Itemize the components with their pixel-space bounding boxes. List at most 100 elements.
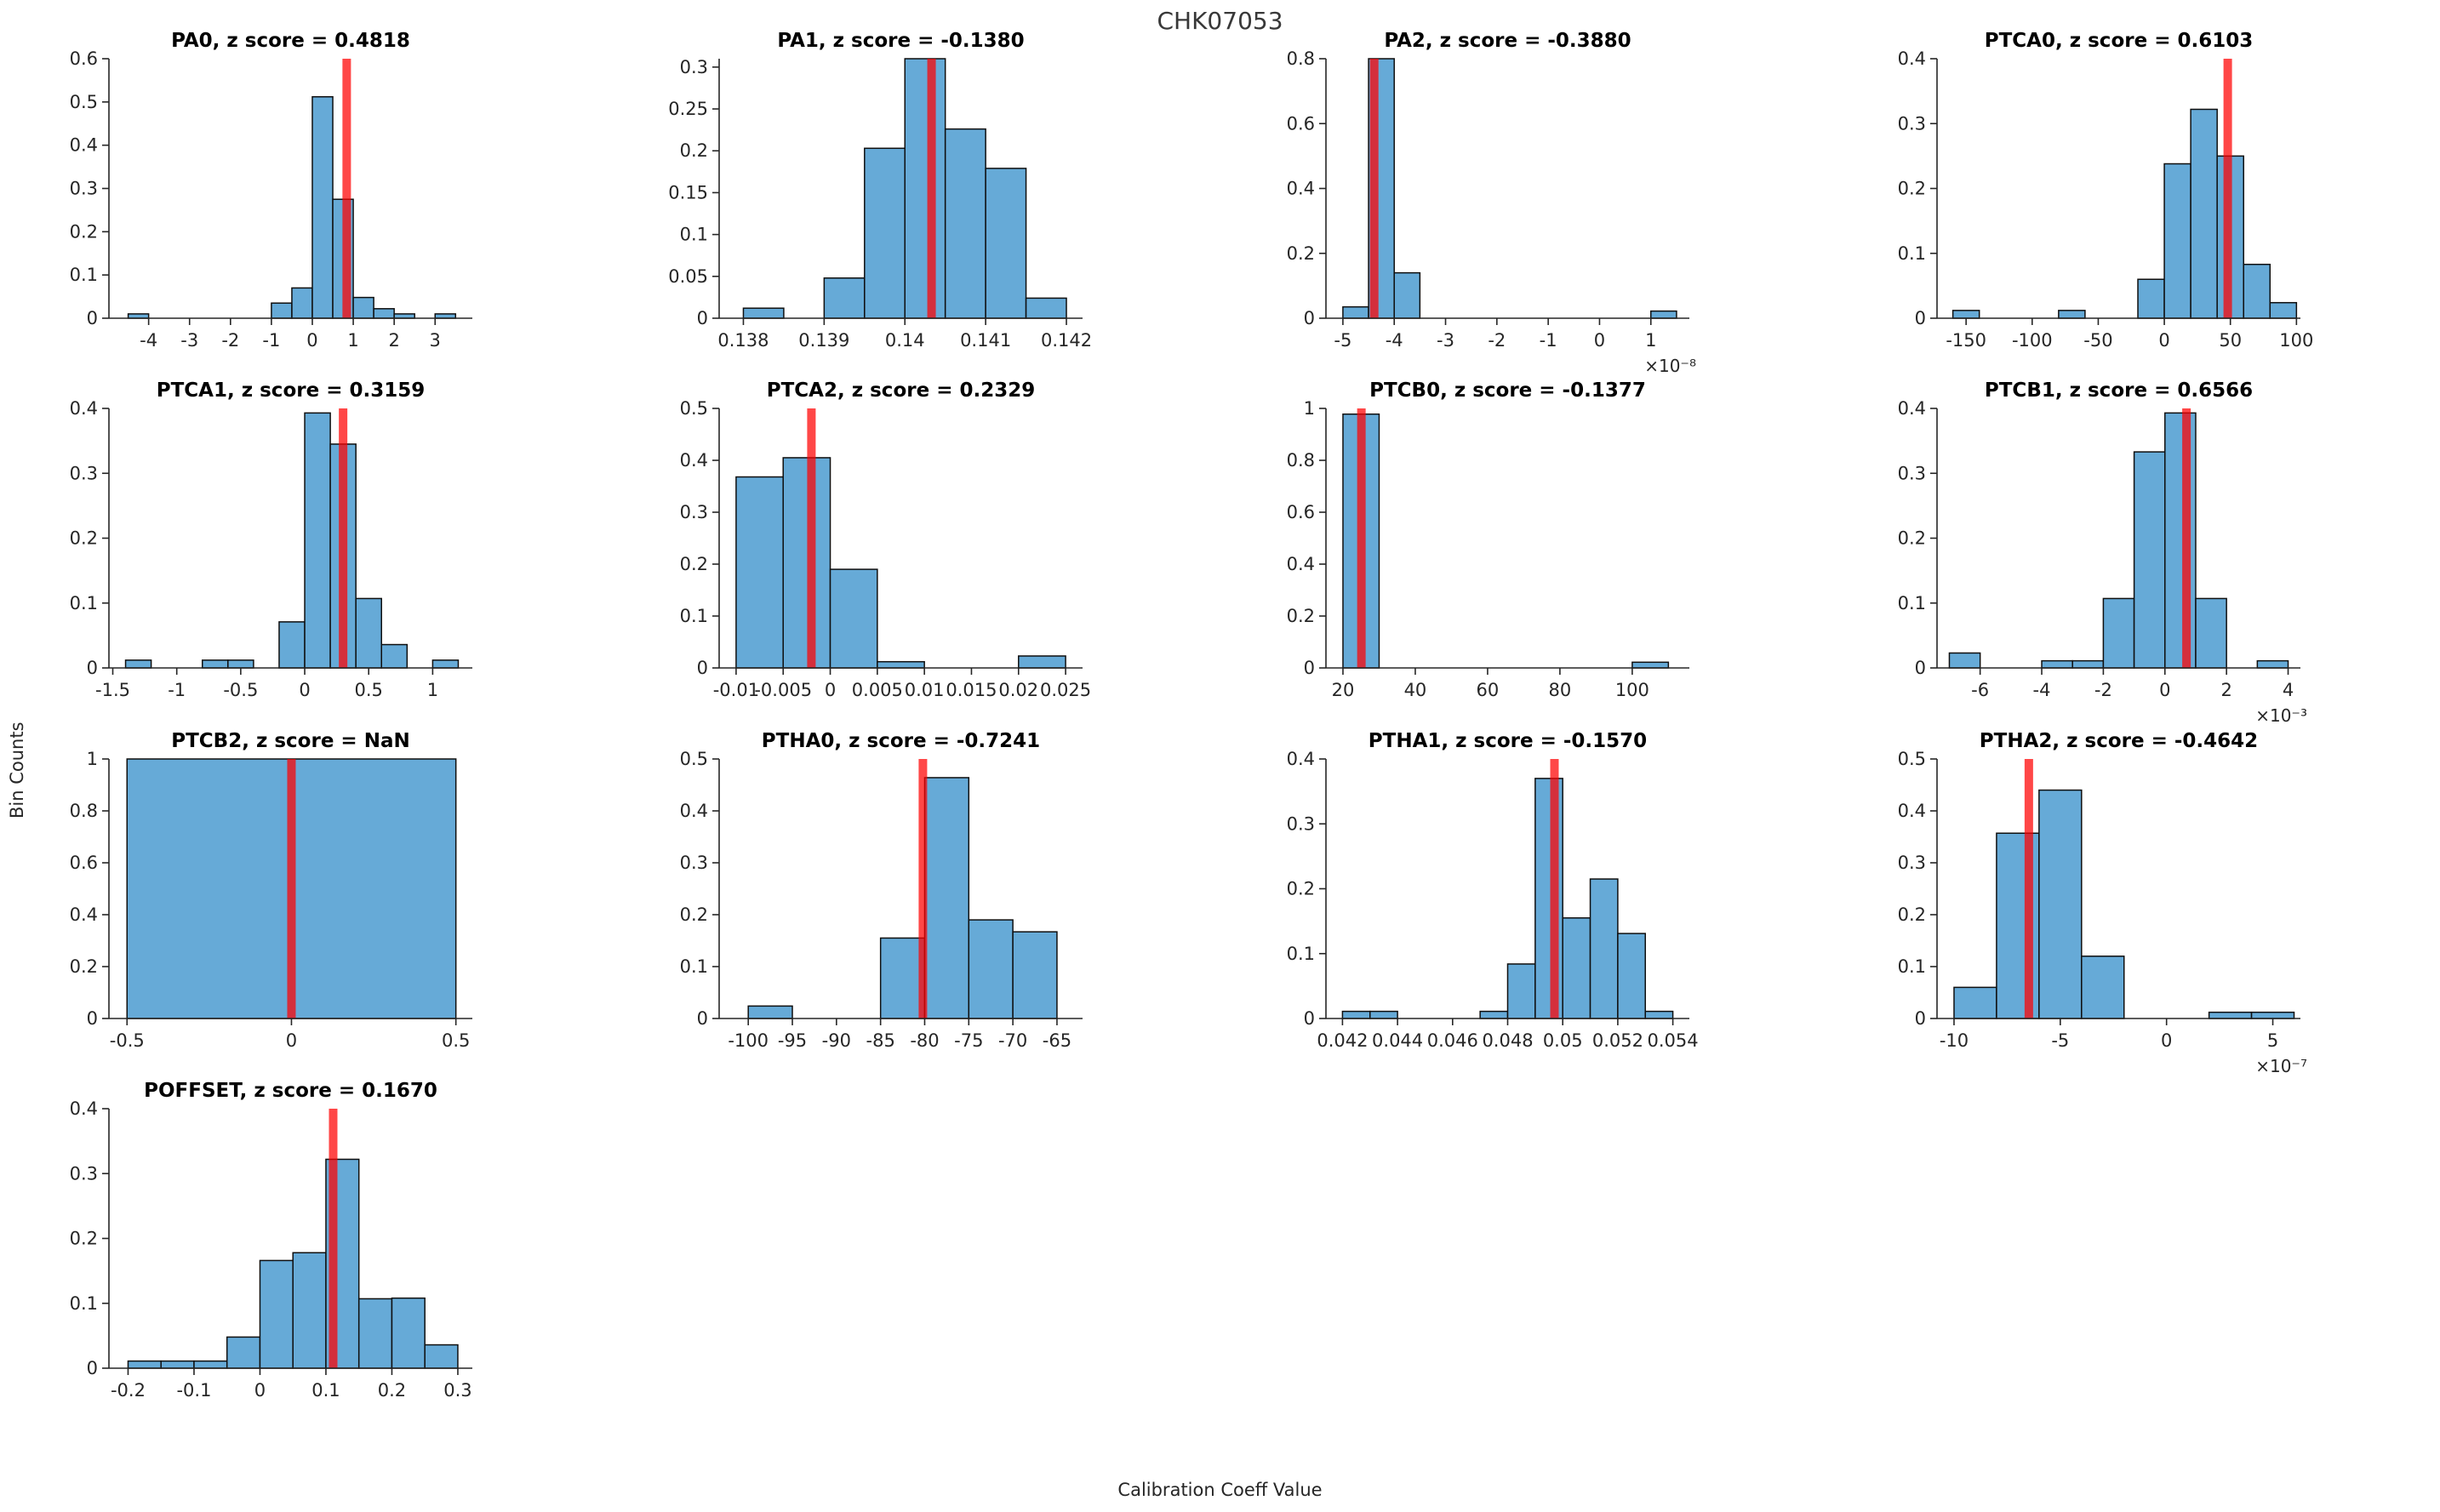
histogram-bar bbox=[1012, 931, 1058, 1019]
histogram-bar bbox=[2195, 597, 2227, 669]
histogram-bar bbox=[380, 643, 409, 669]
y-tick-label: 0.1 bbox=[680, 956, 708, 977]
y-tick-label: 0.3 bbox=[680, 57, 708, 77]
x-tick-label: -100 bbox=[2012, 330, 2053, 351]
x-tick-label: -0.01 bbox=[713, 680, 759, 700]
y-tick-label: 0.2 bbox=[680, 140, 708, 161]
x-tick-label: 0 bbox=[1594, 330, 1605, 351]
y-tick-label: 0.5 bbox=[1898, 749, 1926, 769]
x-tick-label: -5 bbox=[2051, 1030, 2069, 1051]
y-tick-label: 0.1 bbox=[70, 1293, 98, 1314]
histogram-bar bbox=[1369, 1010, 1398, 1019]
x-tick-label: 0.14 bbox=[885, 330, 925, 351]
y-axis-label: Bin Counts bbox=[7, 722, 27, 819]
x-axis-multiplier: ×10⁻⁷ bbox=[2255, 1056, 2307, 1076]
histogram-bar bbox=[127, 1360, 162, 1369]
x-tick-label: 0.054 bbox=[1648, 1030, 1699, 1051]
y-tick-label: 0.2 bbox=[70, 1229, 98, 1249]
histogram-bar bbox=[1650, 310, 1677, 319]
y-tick-label: 0.2 bbox=[680, 904, 708, 925]
histogram-bar bbox=[904, 58, 946, 319]
y-tick-label: 0.3 bbox=[1898, 463, 1926, 483]
subplot-PA0: -4 -3 -2 -1 0 1 2 3 0 0.1 0.2 0.3 0.4 0.5 0.6 PA0, z sc… bbox=[70, 30, 472, 351]
histogram-bar bbox=[1953, 986, 1997, 1019]
x-tick-label: -4 bbox=[1386, 330, 1403, 351]
subplot-POFFSET: -0.2 -0.1 0 0.1 0.2 0.3 0 0.1 0.2 0.3 0.4 POFFSET, … bbox=[70, 1080, 472, 1401]
histogram-bar bbox=[747, 1005, 793, 1019]
y-tick-label: 0.4 bbox=[70, 904, 98, 925]
histogram-bar bbox=[1342, 305, 1369, 319]
histogram-bar bbox=[357, 1298, 393, 1369]
histogram-bar bbox=[1479, 1010, 1509, 1019]
x-tick-label: 2 bbox=[388, 330, 399, 351]
histogram-bar bbox=[292, 1252, 327, 1369]
histogram-bar bbox=[2163, 163, 2191, 319]
x-tick-label: 0.142 bbox=[1041, 330, 1092, 351]
y-tick-label: 0.4 bbox=[1287, 179, 1315, 199]
y-tick-label: 0 bbox=[697, 658, 708, 678]
histogram-bar bbox=[782, 457, 831, 669]
figure-title: CHK07053 bbox=[1157, 7, 1283, 35]
y-tick-label: 0.25 bbox=[668, 99, 708, 119]
x-tick-label: 4 bbox=[2283, 680, 2294, 700]
histogram-bar bbox=[823, 277, 866, 319]
histogram-bar bbox=[1617, 933, 1646, 1019]
y-tick-label: 0.4 bbox=[1287, 554, 1315, 574]
histogram-bar bbox=[226, 1336, 261, 1369]
histogram-bar bbox=[2133, 451, 2166, 669]
x-tick-label: 0 bbox=[2159, 680, 2170, 700]
y-tick-label: 0.6 bbox=[70, 48, 98, 69]
y-tick-label: 0 bbox=[1304, 658, 1315, 678]
y-tick-label: 0 bbox=[697, 308, 708, 328]
x-tick-label: 0.052 bbox=[1592, 1030, 1643, 1051]
subplot-title: PTCB0, z score = -0.1377 bbox=[1369, 379, 1646, 402]
y-tick-label: 0.4 bbox=[1898, 801, 1926, 821]
histogram-bar bbox=[1644, 1010, 1674, 1019]
x-tick-label: 0.2 bbox=[378, 1380, 406, 1401]
y-tick-label: 0.8 bbox=[70, 801, 98, 821]
y-tick-label: 0.3 bbox=[1898, 113, 1926, 134]
x-tick-label: -85 bbox=[866, 1030, 895, 1051]
y-tick-label: 0.4 bbox=[1898, 398, 1926, 419]
x-tick-label: 0.5 bbox=[355, 680, 383, 700]
y-tick-label: 0.1 bbox=[680, 606, 708, 626]
y-tick-label: 0.3 bbox=[70, 1163, 98, 1184]
x-tick-label: 100 bbox=[1615, 680, 1649, 700]
subplot-PTHA1: 0.042 0.044 0.046 0.048 0.05 0.052 0.054 0 0.1 0.… bbox=[1287, 730, 1699, 1051]
histogram-bar bbox=[193, 1360, 228, 1369]
subplot-title: PTHA1, z score = -0.1570 bbox=[1369, 730, 1647, 752]
histogram-bar bbox=[2208, 1011, 2253, 1019]
y-tick-label: 0 bbox=[1304, 308, 1315, 328]
x-tick-label: -50 bbox=[2083, 330, 2112, 351]
histogram-bar bbox=[278, 621, 306, 669]
x-tick-label: 2 bbox=[2220, 680, 2231, 700]
subplot-title: PTHA0, z score = -0.7241 bbox=[762, 730, 1040, 752]
x-tick-label: -6 bbox=[1971, 680, 1989, 700]
x-tick-label: -150 bbox=[1946, 330, 1986, 351]
x-tick-label: -1 bbox=[168, 680, 186, 700]
histogram-bar bbox=[742, 307, 785, 319]
x-tick-label: -5 bbox=[1334, 330, 1351, 351]
y-tick-label: 0.3 bbox=[70, 179, 98, 199]
histogram-bar bbox=[424, 1344, 459, 1369]
y-tick-label: 1 bbox=[87, 749, 98, 769]
red-marker-line bbox=[287, 759, 296, 1018]
x-tick-label: 0 bbox=[2161, 1030, 2172, 1051]
red-marker-line bbox=[1550, 759, 1559, 1018]
histogram-bar bbox=[227, 659, 254, 669]
x-tick-label: 40 bbox=[1404, 680, 1427, 700]
histogram-bar bbox=[879, 937, 926, 1019]
x-tick-label: 0.015 bbox=[946, 680, 997, 700]
subplot-title: PTCB1, z score = 0.6566 bbox=[1985, 379, 2253, 402]
x-tick-label: -3 bbox=[180, 330, 198, 351]
y-tick-label: 0.15 bbox=[668, 182, 708, 203]
y-tick-label: 0.1 bbox=[1898, 593, 1926, 613]
histogram-bar bbox=[864, 147, 906, 319]
histogram-bar bbox=[1341, 1010, 1371, 1019]
red-marker-line bbox=[2024, 759, 2033, 1018]
y-tick-label: 0.4 bbox=[70, 398, 98, 419]
histogram-bar bbox=[304, 412, 331, 669]
y-tick-label: 0.1 bbox=[1898, 243, 1926, 264]
y-tick-label: 0.2 bbox=[680, 554, 708, 574]
x-tick-label: 0.042 bbox=[1317, 1030, 1368, 1051]
